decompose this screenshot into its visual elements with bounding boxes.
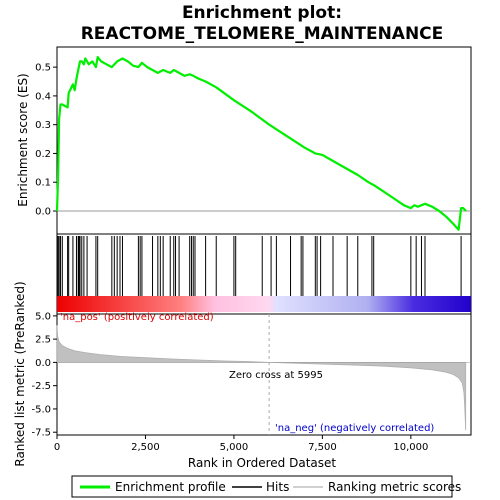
legend-metric-label: Ranking metric scores [328,480,461,494]
x-tick-label: 7,500 [308,442,337,453]
hits-markers [57,236,462,296]
metric-y-tick-label: -7.5 [31,428,51,439]
x-tick-label: 0 [54,442,60,453]
rank-color-bar [57,296,471,312]
es-y-tick-label: 0.5 [35,63,51,74]
metric-y-tick-label: 0.0 [35,358,51,369]
es-y-tick-label: 0.2 [35,149,51,160]
chart-title-line2: REACTOME_TELOMERE_MAINTENANCE [81,24,444,44]
neg-correlated-label: 'na_neg' (negatively correlated) [275,423,434,434]
es-panel-frame [56,46,472,235]
metric-y-tick-label: -2.5 [31,381,51,392]
metric-panel-frame [56,313,472,436]
es-y-tick-label: 0.4 [35,91,51,102]
x-axis-label: Rank in Ordered Dataset [188,456,336,470]
legend: Enrichment profile Hits Ranking metric s… [71,475,461,498]
x-tick-label: 10,000 [393,442,428,453]
es-y-tick-label: 0.3 [35,120,51,131]
es-profile-polyline [55,55,467,231]
zero-cross-label: Zero cross at 5995 [229,370,323,381]
es-profile-line [55,55,467,231]
metric-y-ticks: 5.0 2.5 0.0 -2.5 -5.0 -7.5 [31,311,57,439]
es-y-tick-label: 0.1 [35,178,51,189]
pos-correlated-label: 'na_pos' (positively correlated) [60,312,214,323]
ranking-metric-area [56,314,471,435]
es-y-tick-label: 0.0 [35,206,51,217]
x-tick-label: 2,500 [131,442,160,453]
metric-y-tick-label: 2.5 [35,335,51,346]
x-ticks: 0 2,500 5,000 7,500 10,000 [54,435,428,453]
chart-title-line1: Enrichment plot: [182,3,342,23]
metric-y-tick-label: 5.0 [35,311,51,322]
es-y-ticks: 0.0 0.1 0.2 0.3 0.4 0.5 [35,63,57,217]
metric-y-axis-label: Ranked list metric (PreRanked) [13,281,27,466]
metric-y-tick-label: -5.0 [31,404,51,415]
es-y-axis-label: Enrichment score (ES) [16,73,30,206]
x-tick-label: 5,000 [220,442,249,453]
legend-enrichment-label: Enrichment profile [115,480,226,494]
legend-hits-label: Hits [266,480,289,494]
